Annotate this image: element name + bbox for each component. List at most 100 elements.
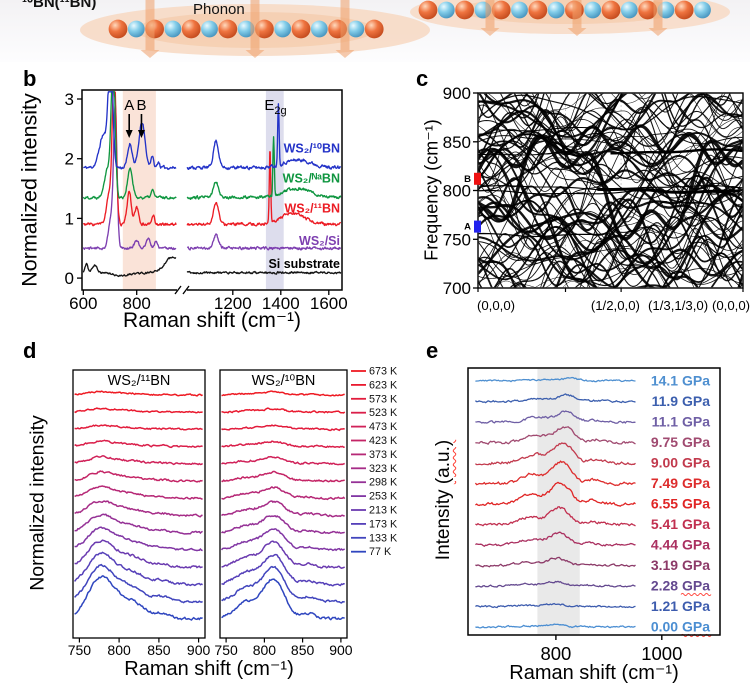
- k-point-label: (1/2,0,0): [591, 298, 640, 313]
- nitrogen-atom: [310, 20, 328, 38]
- x-tick-label: 900: [329, 642, 353, 658]
- boron-atom: [218, 19, 238, 39]
- x-tick-label: 800: [123, 294, 151, 313]
- boron-atom: [255, 19, 274, 39]
- spectrum-trace: [221, 424, 345, 432]
- panel-c-phonon-dispersion-chart: 700 750 800 850 900 (0,0,0) (1/2,0,0) (1/3,1/3,…: [443, 84, 750, 313]
- spellcheck-squiggle: [680, 592, 712, 597]
- legend-entry: 323 K: [369, 463, 398, 475]
- boron-atom: [108, 19, 128, 39]
- peak-annotation: B: [136, 97, 146, 114]
- y-tick-label: 3: [65, 90, 74, 109]
- y-tick-label: 700: [443, 279, 471, 298]
- spectrum-trace: [186, 270, 342, 275]
- x-tick-label: 600: [69, 294, 97, 313]
- x-tick-label: 800: [107, 642, 131, 658]
- spectrum-trace: [221, 485, 346, 501]
- pressure-label: 11.1 GPa: [652, 414, 711, 430]
- spectrum-trace: [186, 136, 342, 200]
- spectrum-trace: [74, 455, 204, 466]
- spectrum-trace: [475, 376, 636, 383]
- legend-entry: 423 K: [369, 435, 398, 447]
- panel-b-xlabel: Raman shift (cm⁻¹): [123, 309, 301, 332]
- y-tick-label: 0: [65, 269, 74, 288]
- boron-atom: [418, 0, 438, 20]
- spectrum-trace: [475, 426, 636, 445]
- series-label: Si substrate: [268, 257, 340, 271]
- phonon-arrow-icon: [335, 0, 355, 58]
- panel-e-letter: e: [426, 338, 439, 363]
- y-axis-ticks: 0 1 2 3: [65, 90, 82, 288]
- k-point-label: (0,0,0): [477, 298, 515, 313]
- atom-chain-illustration: [0, 0, 750, 62]
- spectrum-trace: [74, 526, 203, 552]
- legend-entry: 473 K: [369, 421, 398, 433]
- legend-entry: 673 K: [369, 366, 398, 378]
- spectrum-trace: [221, 565, 345, 604]
- boron-atom: [291, 19, 311, 39]
- spectrum-trace: [221, 578, 345, 621]
- nitrogen-atom: [547, 1, 565, 19]
- boron-atom: [455, 0, 474, 20]
- spectrum-trace: [221, 455, 345, 466]
- k-point-label: (0,0,0): [712, 298, 750, 313]
- pressure-label: 1.21 GPa: [651, 598, 710, 614]
- x-axis-ticks: 750 800 850 900: [214, 638, 353, 658]
- panel-d-temperature-chart: WS₂/¹¹BN 750 800 850 900 WS₂/¹⁰BN 750 800 850 900…: [68, 366, 398, 659]
- spectrum-trace: [475, 506, 636, 527]
- spectrum-trace: [74, 513, 203, 535]
- spectrum-trace: [221, 440, 345, 449]
- x-tick-label: 800: [540, 643, 571, 664]
- pressure-label: 9.75 GPa: [651, 434, 710, 450]
- pressure-label: 0.00 GPa: [651, 619, 710, 635]
- legend-entry: 523 K: [369, 407, 398, 419]
- spectrum-trace: [186, 151, 342, 227]
- temperature-traces: [220, 390, 346, 621]
- spectrum-trace: [74, 470, 203, 483]
- spectrum-trace: [82, 91, 177, 200]
- legend-entry: 623 K: [369, 379, 398, 391]
- nitrogen-atom: [437, 1, 455, 19]
- panel-a-schematic: ¹⁰BN(¹¹BN) Phonon: [0, 0, 750, 62]
- spectrum-trace: [74, 575, 203, 621]
- pressure-label: 4.44 GPa: [651, 537, 710, 553]
- mode-marker: [474, 220, 481, 233]
- x-axis-ticks: 600 800 1200 1400 1600: [69, 290, 348, 313]
- y-tick-label: 750: [443, 230, 471, 249]
- x-axis-labels: (0,0,0) (1/2,0,0) (1/3,1/3,0) (0,0,0): [477, 288, 750, 313]
- k-point-label: (1/3,1/3,0): [648, 298, 708, 313]
- pressure-label: 5.41 GPa: [651, 516, 710, 532]
- x-axis-ticks: 800 1000: [540, 635, 682, 664]
- spectrum-trace: [475, 556, 636, 568]
- y-tick-label: 850: [443, 133, 471, 152]
- mode-marker: [474, 172, 481, 185]
- spectrum-trace: [82, 256, 177, 278]
- spectrum-trace: [221, 407, 346, 414]
- mode-marker-label: B: [464, 174, 471, 185]
- spectrum-trace: [74, 500, 203, 518]
- highlight-band: [537, 369, 580, 634]
- spectrum-trace: [475, 623, 636, 629]
- legend-entry: 77 K: [369, 546, 392, 558]
- subpanel-title: WS₂/¹⁰BN: [252, 373, 316, 389]
- nitrogen-atom: [584, 1, 602, 19]
- y-tick-label: 900: [443, 84, 471, 103]
- spectrum-trace: [73, 551, 203, 587]
- panel-b-ylabel: Normalized intensity: [17, 93, 42, 287]
- x-axis-ticks: 750 800 850 900: [68, 638, 210, 658]
- nitrogen-atom: [274, 20, 292, 38]
- nitrogen-atom: [347, 20, 365, 38]
- legend-entry: 213 K: [369, 505, 398, 517]
- panel-e-pressure-chart: 14.1 GPa 11.9 GPa 11.1 GPa 9.75 GPa 9.00 GPa…: [467, 367, 721, 664]
- subpanel-title: WS₂/¹¹BN: [108, 373, 171, 389]
- peak-annotation: A: [124, 97, 134, 114]
- spectrum-trace: [74, 485, 203, 500]
- panel-e-xlabel: Raman shift (cm⁻¹): [509, 662, 679, 684]
- panel-c-letter: c: [416, 66, 429, 91]
- y-tick-label: 2: [65, 150, 74, 169]
- phonon-arrow-icon: [480, 0, 500, 36]
- panel-d-xlabel: Raman shift (cm⁻¹): [124, 658, 294, 680]
- x-tick-label: 850: [147, 642, 171, 658]
